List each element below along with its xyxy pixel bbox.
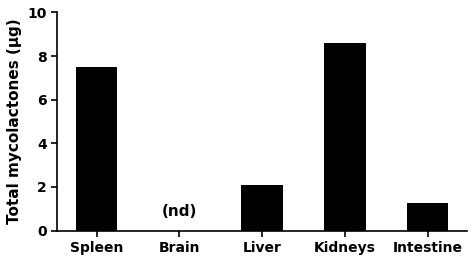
Y-axis label: Total mycolactones (µg): Total mycolactones (µg) <box>7 19 22 224</box>
Bar <box>324 43 365 231</box>
Bar <box>407 203 448 231</box>
Text: (nd): (nd) <box>162 204 197 219</box>
Bar <box>76 67 117 231</box>
Bar <box>241 185 283 231</box>
